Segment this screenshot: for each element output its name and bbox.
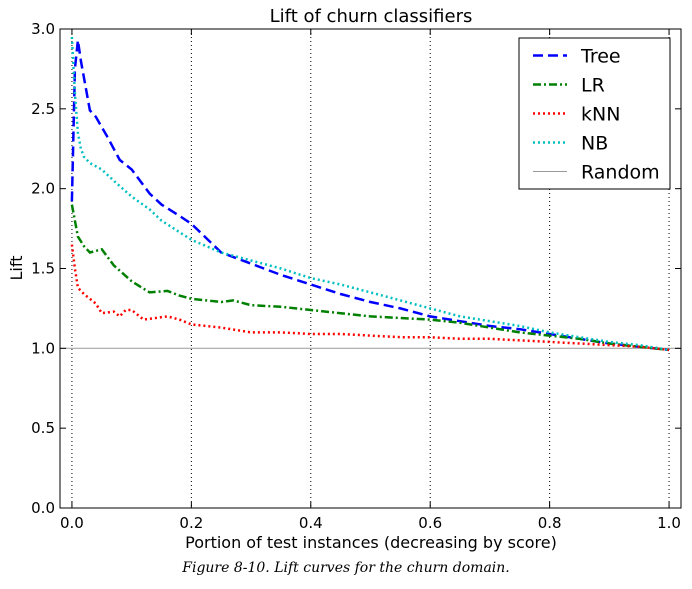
legend-label: Random [581,162,660,184]
y-tick-label: 3.0 [31,20,55,38]
plot-frame [59,28,682,509]
y-tick-label: 2.5 [31,100,55,118]
series-line-nb [70,36,670,352]
series-lines [70,36,670,352]
x-tick-label: 0.8 [538,514,562,532]
legend-label: LR [581,75,605,97]
legend-label: NB [581,133,608,155]
x-tick-label: 0.0 [60,514,84,532]
x-tick-label: 0.6 [418,514,442,532]
series-line-lr [70,204,670,352]
x-tick-label: 0.4 [299,514,323,532]
figure-caption: Figure 8-10. Lift curves for the churn d… [182,560,510,576]
legend-label: Tree [580,46,621,68]
x-axis-label: Portion of test instances (decreasing by… [185,533,557,552]
y-tick-label: 1.5 [31,260,55,278]
lift-chart: Lift of churn classifiers 0.0 0.2 0.4 0.6 0.… [7,6,682,552]
legend-label: kNN [581,104,620,126]
axis-ticks: 0.0 0.2 0.4 0.6 0.8 1.0 0.0 0.5 1.0 1.5 2.0 2.5 3.0 [31,20,681,532]
legend: Tree LR kNN NB Random [518,37,671,190]
x-tick-label: 0.2 [179,514,203,532]
chart-title: Lift of churn classifiers [270,6,473,27]
y-tick-label: 1.0 [31,339,55,357]
y-tick-label: 0.5 [31,419,55,437]
x-tick-label: 1.0 [657,514,681,532]
y-axis-label: Lift [7,256,26,281]
y-tick-label: 0.0 [31,499,55,517]
y-tick-label: 2.0 [31,180,55,198]
